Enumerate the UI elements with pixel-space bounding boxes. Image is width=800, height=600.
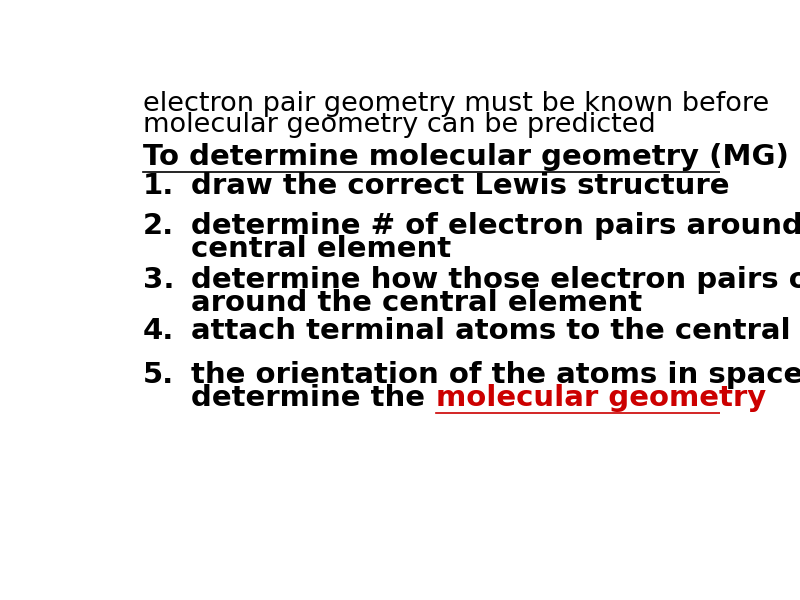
Text: determine how those electron pairs orient: determine how those electron pairs orien… xyxy=(191,266,800,294)
Text: the orientation of the atoms in space: the orientation of the atoms in space xyxy=(191,361,800,389)
Text: 2.: 2. xyxy=(142,212,174,240)
Text: determine the: determine the xyxy=(191,384,435,412)
Text: electron pair geometry must be known before: electron pair geometry must be known bef… xyxy=(142,91,769,117)
Text: 3.: 3. xyxy=(142,266,174,294)
Text: determine # of electron pairs around the: determine # of electron pairs around the xyxy=(191,212,800,240)
Text: 1.: 1. xyxy=(142,172,174,200)
Text: around the central element: around the central element xyxy=(191,289,642,317)
Text: draw the correct Lewis structure: draw the correct Lewis structure xyxy=(191,172,730,200)
Text: central element: central element xyxy=(191,235,451,263)
Text: To determine molecular geometry (MG): To determine molecular geometry (MG) xyxy=(142,143,789,171)
Text: 4.: 4. xyxy=(142,317,174,345)
Text: attach terminal atoms to the central element: attach terminal atoms to the central ele… xyxy=(191,317,800,345)
Text: 5.: 5. xyxy=(142,361,174,389)
Text: molecular geometry can be predicted: molecular geometry can be predicted xyxy=(142,112,655,138)
Text: molecular geometry: molecular geometry xyxy=(435,384,766,412)
